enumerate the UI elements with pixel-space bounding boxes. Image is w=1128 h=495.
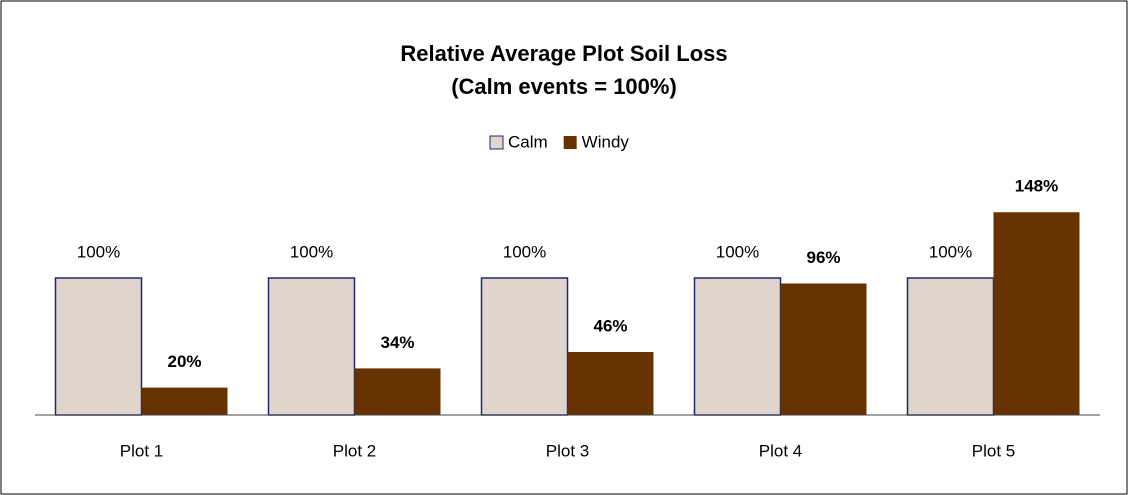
chart-subtitle: (Calm events = 100%) [451, 74, 677, 99]
bar [54, 277, 143, 416]
legend-label: Windy [582, 132, 630, 151]
data-label: 100% [503, 242, 546, 261]
bar [354, 368, 441, 415]
x-tick-label: Plot 4 [759, 441, 802, 460]
x-tick-label: Plot 5 [972, 441, 1015, 460]
legend-swatch [489, 135, 504, 150]
data-label: 20% [167, 352, 201, 371]
data-label: 100% [77, 242, 120, 261]
chart-title: Relative Average Plot Soil Loss [400, 41, 727, 66]
bar [480, 277, 569, 416]
bar [567, 351, 654, 415]
bar [993, 212, 1080, 415]
data-label: 100% [929, 242, 972, 261]
bar [906, 277, 995, 416]
legend-label: Calm [508, 132, 548, 151]
x-tick-label: Plot 3 [546, 441, 589, 460]
data-label: 46% [593, 316, 627, 335]
bar [267, 277, 356, 416]
x-tick-label: Plot 2 [333, 441, 376, 460]
legend-swatch [563, 136, 577, 149]
data-label: 34% [380, 333, 414, 352]
data-label: 100% [716, 242, 759, 261]
data-label: 148% [1015, 177, 1058, 196]
x-tick-label: Plot 1 [120, 441, 163, 460]
data-label: 96% [806, 248, 840, 267]
data-label: 100% [290, 242, 333, 261]
bar [780, 283, 867, 415]
bar [141, 387, 228, 415]
bar [693, 277, 782, 416]
